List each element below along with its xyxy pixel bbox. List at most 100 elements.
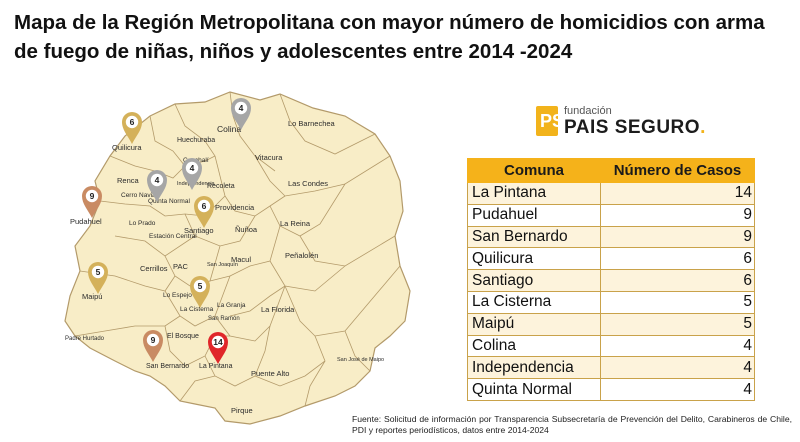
pin-center (234, 101, 248, 115)
logo-pais-seguro: PS fundación PAIS SEGURO. (536, 104, 736, 140)
logo-mark-icon: PS (536, 106, 564, 136)
label-maipu: Maipú (82, 292, 102, 301)
pin-center (197, 199, 211, 213)
pin-center (150, 173, 164, 187)
label-pirque: Pirque (231, 406, 253, 415)
table-row: Pudahuel 9 (467, 203, 755, 227)
label-san-jose-de-maipo: San José de Maipo (337, 357, 384, 363)
label-puente-alto: Puente Alto (251, 369, 289, 378)
label-la-reina: La Reina (280, 219, 311, 228)
map-pin: 9 (143, 330, 163, 362)
cell-comuna: San Bernardo (467, 225, 601, 249)
label-colina: Colina (217, 124, 241, 134)
label-cerrillos: Cerrillos (140, 264, 168, 273)
label-quinta-normal: Quinta Normal (148, 198, 190, 205)
cell-comuna: La Cisterna (467, 290, 601, 314)
pin-value: 5 (96, 267, 101, 277)
map-pin: 4 (147, 170, 167, 202)
map-pin: 9 (82, 186, 102, 218)
label-el-bosque: El Bosque (167, 333, 199, 340)
label-lo-prado: Lo Prado (129, 220, 156, 227)
table-row: La Pintana 14 (467, 182, 755, 205)
logo-name: PAIS SEGURO. (564, 117, 706, 138)
table-row: Santiago 6 (467, 269, 755, 292)
cell-casos: 9 (600, 225, 755, 249)
cell-comuna: Quinta Normal (467, 378, 601, 401)
region-map: Colina Lo Barnechea Quilicura Huechuraba… (55, 86, 460, 442)
label-pac: PAC (173, 262, 188, 271)
map-pin: 4 (182, 158, 202, 190)
logo-fundacion: fundación (564, 105, 612, 117)
pin-center (91, 265, 105, 279)
label-providencia: Providencia (215, 203, 255, 212)
cell-comuna: Santiago (467, 269, 601, 292)
pin-value: 6 (202, 201, 207, 211)
label-renca: Renca (117, 176, 140, 185)
label-las-condes: Las Condes (288, 179, 328, 188)
label-vitacura: Vitacura (255, 153, 283, 162)
table-row: Quilicura 6 (467, 247, 755, 271)
pin-value: 4 (190, 163, 195, 173)
label-independencia: Indepe ndencia (177, 181, 216, 187)
label-lo-espejo: Lo Espejo (163, 292, 192, 299)
label-la-cisterna: La Cisterna (180, 306, 214, 313)
label-padre-hurtado: Padre Hurtado (65, 336, 105, 342)
pin-value: 14 (213, 337, 223, 347)
pin-value: 4 (239, 103, 244, 113)
cell-comuna: Maipú (467, 312, 601, 336)
cell-casos: 6 (600, 247, 755, 271)
cell-casos: 5 (600, 312, 755, 336)
label-pudahuel: Pudahuel (70, 217, 102, 226)
pin-center (125, 115, 139, 129)
label-san-bernardo: San Bernardo (146, 363, 189, 370)
label-santiago: Santiago (184, 226, 214, 235)
table-row: La Cisterna 5 (467, 290, 755, 314)
map-pin: 6 (121, 111, 142, 144)
cell-casos: 4 (600, 356, 755, 380)
source-note: Fuente: Solicitud de información por Tra… (352, 414, 792, 435)
label-la-florida: La Florida (261, 305, 295, 314)
cell-comuna: La Pintana (467, 182, 601, 205)
label-la-pintana: La Pintana (199, 363, 233, 370)
table-header-row: Comuna Número de Casos (467, 158, 755, 183)
table-row: Maipú 5 (467, 312, 755, 336)
cell-casos: 6 (600, 269, 755, 292)
table-row: Colina 4 (467, 334, 755, 358)
cell-comuna: Quilicura (467, 247, 601, 271)
label-penalolen: Peñalolén (285, 251, 318, 260)
label-san-ramon: San Ramón (208, 316, 240, 322)
label-huechuraba: Huechuraba (177, 137, 215, 144)
label-la-granja: La Granja (217, 302, 246, 309)
label-macul: Macul (231, 255, 251, 264)
pin-center (146, 333, 160, 347)
table-row: Independencia 4 (467, 356, 755, 380)
label-lo-barnechea: Lo Barnechea (288, 119, 336, 128)
table-row: Quinta Normal 4 (467, 378, 755, 401)
pin-value: 9 (151, 335, 156, 345)
cell-comuna: Independencia (467, 356, 601, 380)
label-nunoa: Ñuñoa (235, 225, 258, 234)
cell-casos: 5 (600, 290, 755, 314)
header-comuna: Comuna (467, 158, 601, 183)
label-san-joaquin: San Joaquín (207, 262, 238, 268)
header-casos: Número de Casos (600, 158, 755, 183)
pin-center (211, 335, 225, 349)
pin-value: 6 (130, 117, 135, 127)
cell-comuna: Colina (467, 334, 601, 358)
cell-casos: 4 (600, 378, 755, 401)
pin-center (185, 161, 199, 175)
map-pin: 5 (190, 276, 210, 308)
label-quilicura: Quilicura (112, 143, 142, 152)
page-title: Mapa de la Región Metropolitana con mayo… (14, 11, 765, 63)
cases-table: Comuna Número de Casos La Pintana 14 Puda… (467, 158, 755, 401)
label-estacion-central: Estación Central (149, 233, 197, 240)
label-cerro-navia: Cerro Navia (121, 192, 156, 199)
map-pin: 6 (194, 196, 214, 228)
pins-layer: 4 6 4 9 4 6 5 5 9 14 (82, 98, 251, 364)
map-pin: 5 (88, 262, 108, 294)
cell-comuna: Pudahuel (467, 203, 601, 227)
map-pin: 14 (208, 332, 228, 364)
map-svg: Colina Lo Barnechea Quilicura Huechuraba… (64, 91, 411, 425)
table-row: San Bernardo 9 (467, 225, 755, 249)
pin-value: 9 (90, 191, 95, 201)
